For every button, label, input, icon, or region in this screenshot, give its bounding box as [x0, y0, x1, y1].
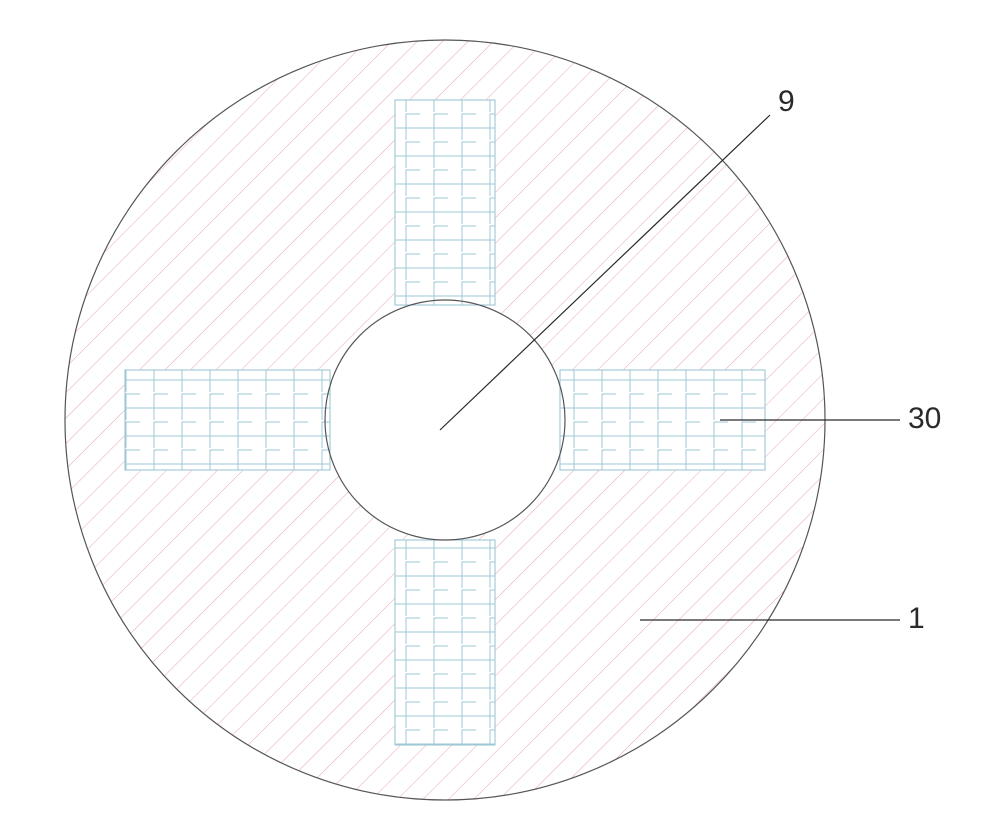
callout-label-1: 1 — [908, 602, 925, 636]
slot-rect — [395, 100, 495, 305]
callout-label-9: 9 — [778, 85, 795, 119]
diagram-stage: 9 30 1 — [0, 0, 1000, 837]
diagram-svg — [0, 0, 1000, 837]
slot-rect — [395, 540, 495, 745]
slot-rect — [125, 370, 330, 470]
callout-label-30: 30 — [908, 402, 941, 436]
